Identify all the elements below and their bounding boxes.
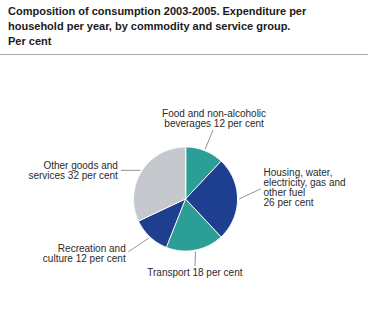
svg-text:Housing, water,electricity, ga: Housing, water,electricity, gas andother… [264, 166, 346, 207]
svg-text:Recreation andculture 12 per c: Recreation andculture 12 per cent [43, 242, 126, 263]
svg-text:Food and non-alcoholicbeverage: Food and non-alcoholicbeverages 12 per c… [162, 108, 266, 129]
svg-text:Other goods andservices 32 per: Other goods andservices 32 per cent [28, 159, 118, 180]
svg-text:Transport 18 per cent: Transport 18 per cent [147, 267, 242, 278]
html-text:Composition of consumption 200: Composition of consumption 2003-2005. Ex… [8, 5, 307, 47]
